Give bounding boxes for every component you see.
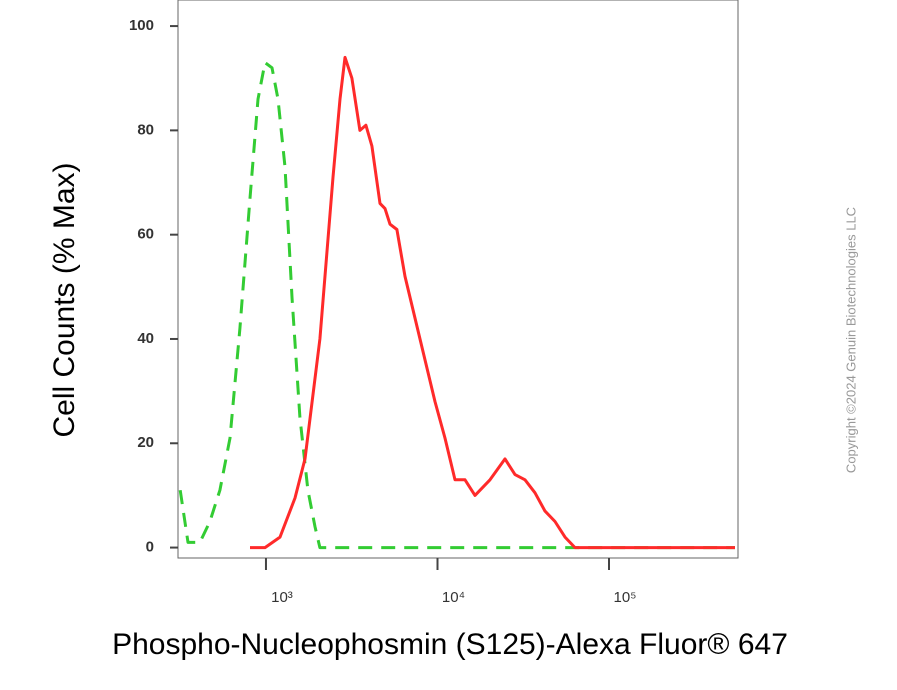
y-tick-label: 0 (146, 539, 154, 556)
x-tick-label: 10⁴ (442, 589, 465, 606)
series-line (250, 55, 735, 550)
x-axis-title: Phospho-Nucleophosmin (S125)-Alexa Fluor… (112, 628, 788, 661)
y-tick-label: 100 (129, 17, 154, 34)
series-line (178, 61, 735, 550)
y-axis-title: Cell Counts (% Max) (48, 162, 81, 437)
copyright: Copyright ©2024 Genuin Biotechnologies L… (843, 207, 858, 473)
y-tick-label: 40 (137, 330, 154, 347)
plot-frame (177, 0, 739, 559)
x-tick-label: 10⁵ (614, 589, 637, 606)
y-tick-label: 20 (137, 434, 154, 451)
x-tick-label: 10³ (271, 589, 293, 606)
y-tick-label: 80 (137, 121, 154, 138)
y-tick-label: 60 (137, 226, 154, 243)
